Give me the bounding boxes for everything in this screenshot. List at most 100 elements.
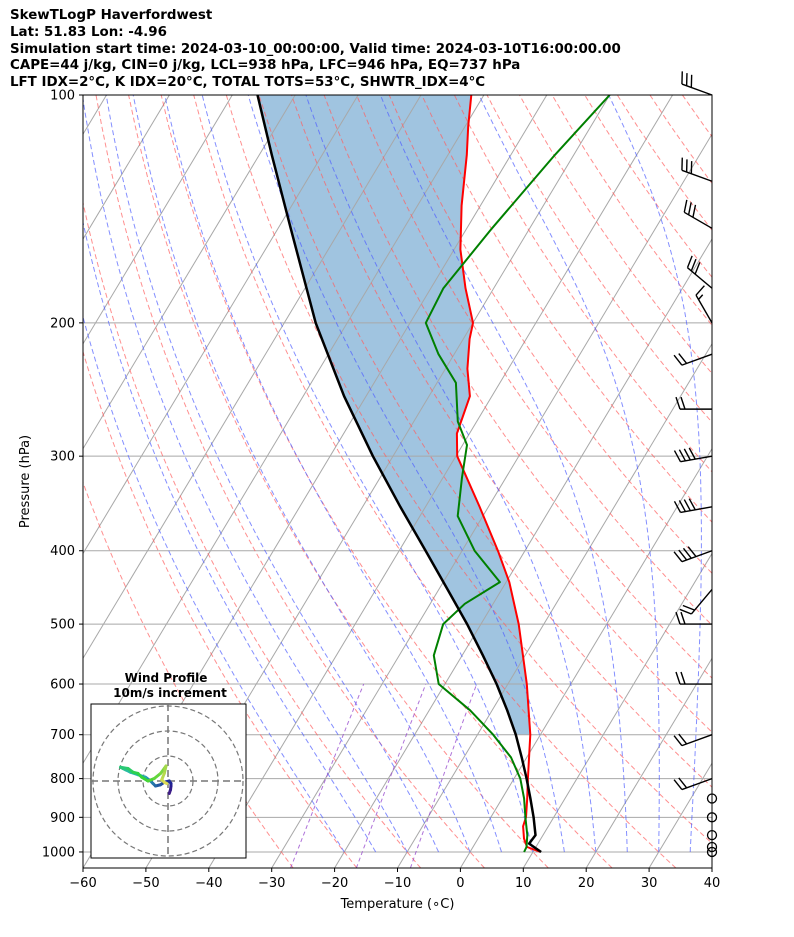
wind-barb-flag — [678, 500, 687, 512]
dry-adiabat — [83, 350, 358, 868]
wind-barb-staff — [687, 267, 713, 289]
moist-adiabat — [164, 95, 502, 853]
x-tick-label: 20 — [578, 876, 595, 891]
wind-barb-flag — [687, 202, 692, 215]
moist-adiabat — [305, 95, 597, 853]
profile-series — [256, 95, 611, 854]
x-tick-label: 10 — [515, 876, 532, 891]
isotherm-line — [585, 657, 712, 868]
header-station: SkewTLogP Haverfordwest — [10, 8, 213, 23]
dry-adiabat — [83, 481, 294, 868]
wind-barb — [673, 777, 713, 791]
wind-barb — [679, 589, 713, 615]
isotherm-line — [83, 95, 422, 660]
wind-barb-staff — [680, 455, 713, 463]
y-tick-label: 400 — [50, 544, 75, 559]
wind-barb-flag — [678, 777, 688, 789]
wind-barb-staff — [681, 777, 713, 791]
isotherm-line — [271, 133, 712, 868]
wind-barb-flag — [673, 450, 682, 463]
isotherm-line — [208, 95, 674, 868]
wind-barb-flag — [683, 448, 691, 461]
dry-adiabat — [649, 95, 712, 185]
wind-barb — [686, 255, 713, 289]
wind-barb-flag — [673, 735, 683, 747]
dry-adiabat — [83, 200, 422, 868]
x-tick-label: −60 — [69, 876, 96, 891]
dry-adiabat — [128, 95, 549, 868]
wind-barb-flag — [673, 551, 683, 563]
y-tick-label: 300 — [50, 450, 75, 465]
wind-barb-flag — [682, 604, 695, 611]
dry-adiabat — [225, 95, 712, 844]
wind-barb-flag — [683, 499, 691, 511]
wind-barb-flag — [680, 671, 686, 685]
hodograph-title: Wind Profile — [125, 671, 208, 685]
x-axis-label: Temperature (∘C) — [340, 897, 455, 912]
hodograph-inset: Wind Profile 10m/s increment — [90, 671, 247, 859]
temperature-line — [455, 95, 541, 853]
wind-barb-staff — [695, 294, 713, 324]
x-tick-label: −20 — [321, 876, 348, 891]
wind-barb-staff — [681, 550, 713, 563]
wind-barb — [681, 157, 713, 182]
moist-adiabat — [201, 95, 534, 853]
x-tick-label: −40 — [195, 876, 222, 891]
wind-barb-half-flag — [697, 294, 704, 300]
wind-barb-flag — [678, 449, 687, 462]
wind-barb-flag — [695, 285, 705, 296]
isotherm-line — [83, 95, 170, 240]
dry-adiabat — [453, 95, 712, 473]
isotherm-line — [334, 238, 712, 868]
y-tick-label: 100 — [50, 89, 75, 104]
moist-adiabat — [83, 315, 345, 853]
wind-barb-flag — [682, 547, 692, 559]
x-tick-label: −30 — [258, 876, 285, 891]
dry-adiabat — [681, 95, 712, 138]
x-tick-label: 0 — [456, 876, 464, 891]
moist-adiabat — [722, 95, 761, 852]
wind-barb-flag — [687, 546, 697, 557]
calm-wind-marker — [706, 812, 718, 823]
isotherm-line — [83, 95, 359, 555]
wind-barb — [673, 498, 713, 514]
y-tick-label: 600 — [50, 678, 75, 693]
dry-adiabat — [356, 95, 712, 626]
wind-barb — [673, 447, 713, 463]
cape-region — [257, 95, 531, 735]
wind-barb-flag — [692, 204, 697, 218]
mixing-ratio-line — [409, 683, 478, 868]
wind-barb-flag — [678, 733, 688, 745]
wind-barb — [675, 611, 712, 625]
wind-barb-flag — [686, 255, 693, 268]
x-tick-label: 40 — [704, 876, 721, 891]
isotherm-line — [522, 552, 712, 868]
moist-adiabat — [478, 95, 660, 852]
wind-barb-flag — [673, 354, 683, 366]
wind-barb-flag — [673, 500, 682, 513]
dry-adiabat — [421, 95, 712, 523]
dry-adiabat — [95, 95, 485, 868]
wind-barb-staff — [681, 169, 713, 182]
isotherm-line — [648, 762, 712, 868]
dry-adiabat — [748, 95, 794, 868]
dry-adiabat — [551, 95, 712, 326]
y-tick-label: 800 — [50, 772, 75, 787]
isotherm-line — [711, 867, 712, 868]
wind-barb-staff — [690, 589, 713, 615]
wind-barb — [683, 199, 713, 229]
wind-barb-flag — [680, 611, 686, 625]
parcel-line — [256, 95, 542, 854]
wind-barb-flag — [678, 353, 688, 364]
header-cape-stats: CAPE=44 j/kg, CIN=0 j/kg, LCL=938 hPa, L… — [10, 58, 521, 74]
calm-wind-marker — [706, 846, 718, 858]
wind-barb-flag — [675, 396, 681, 410]
wind-barb — [681, 71, 713, 96]
x-tick-label: −50 — [132, 876, 159, 891]
mixing-ratio-line — [290, 683, 365, 868]
wind-barb-flag — [694, 262, 701, 275]
wind-barb — [675, 396, 712, 410]
wind-barb-flag — [680, 396, 686, 410]
chart-header: SkewTLogP Haverfordwest Lat: 51.83 Lon: … — [10, 8, 621, 92]
